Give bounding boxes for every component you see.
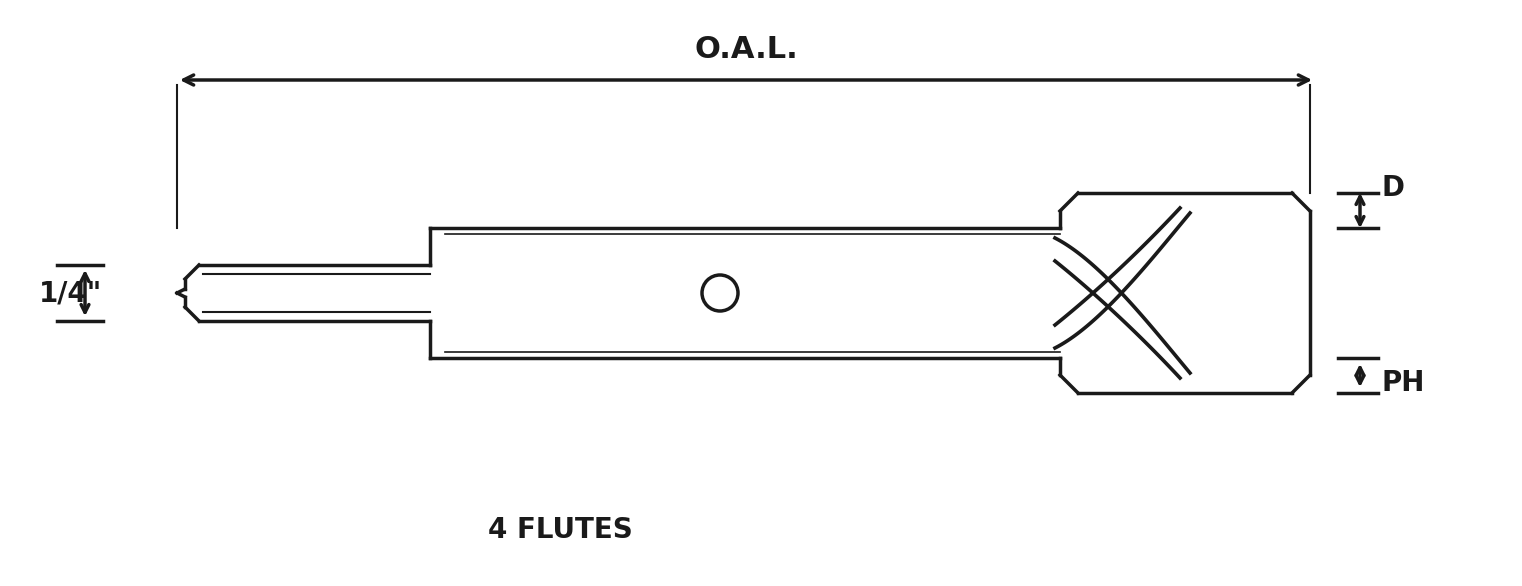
Text: O.A.L.: O.A.L. [694, 35, 798, 64]
Text: PH: PH [1382, 369, 1426, 397]
Text: 1/4": 1/4" [40, 279, 102, 307]
Text: D: D [1382, 174, 1405, 202]
Text: 4 FLUTES: 4 FLUTES [487, 516, 632, 544]
